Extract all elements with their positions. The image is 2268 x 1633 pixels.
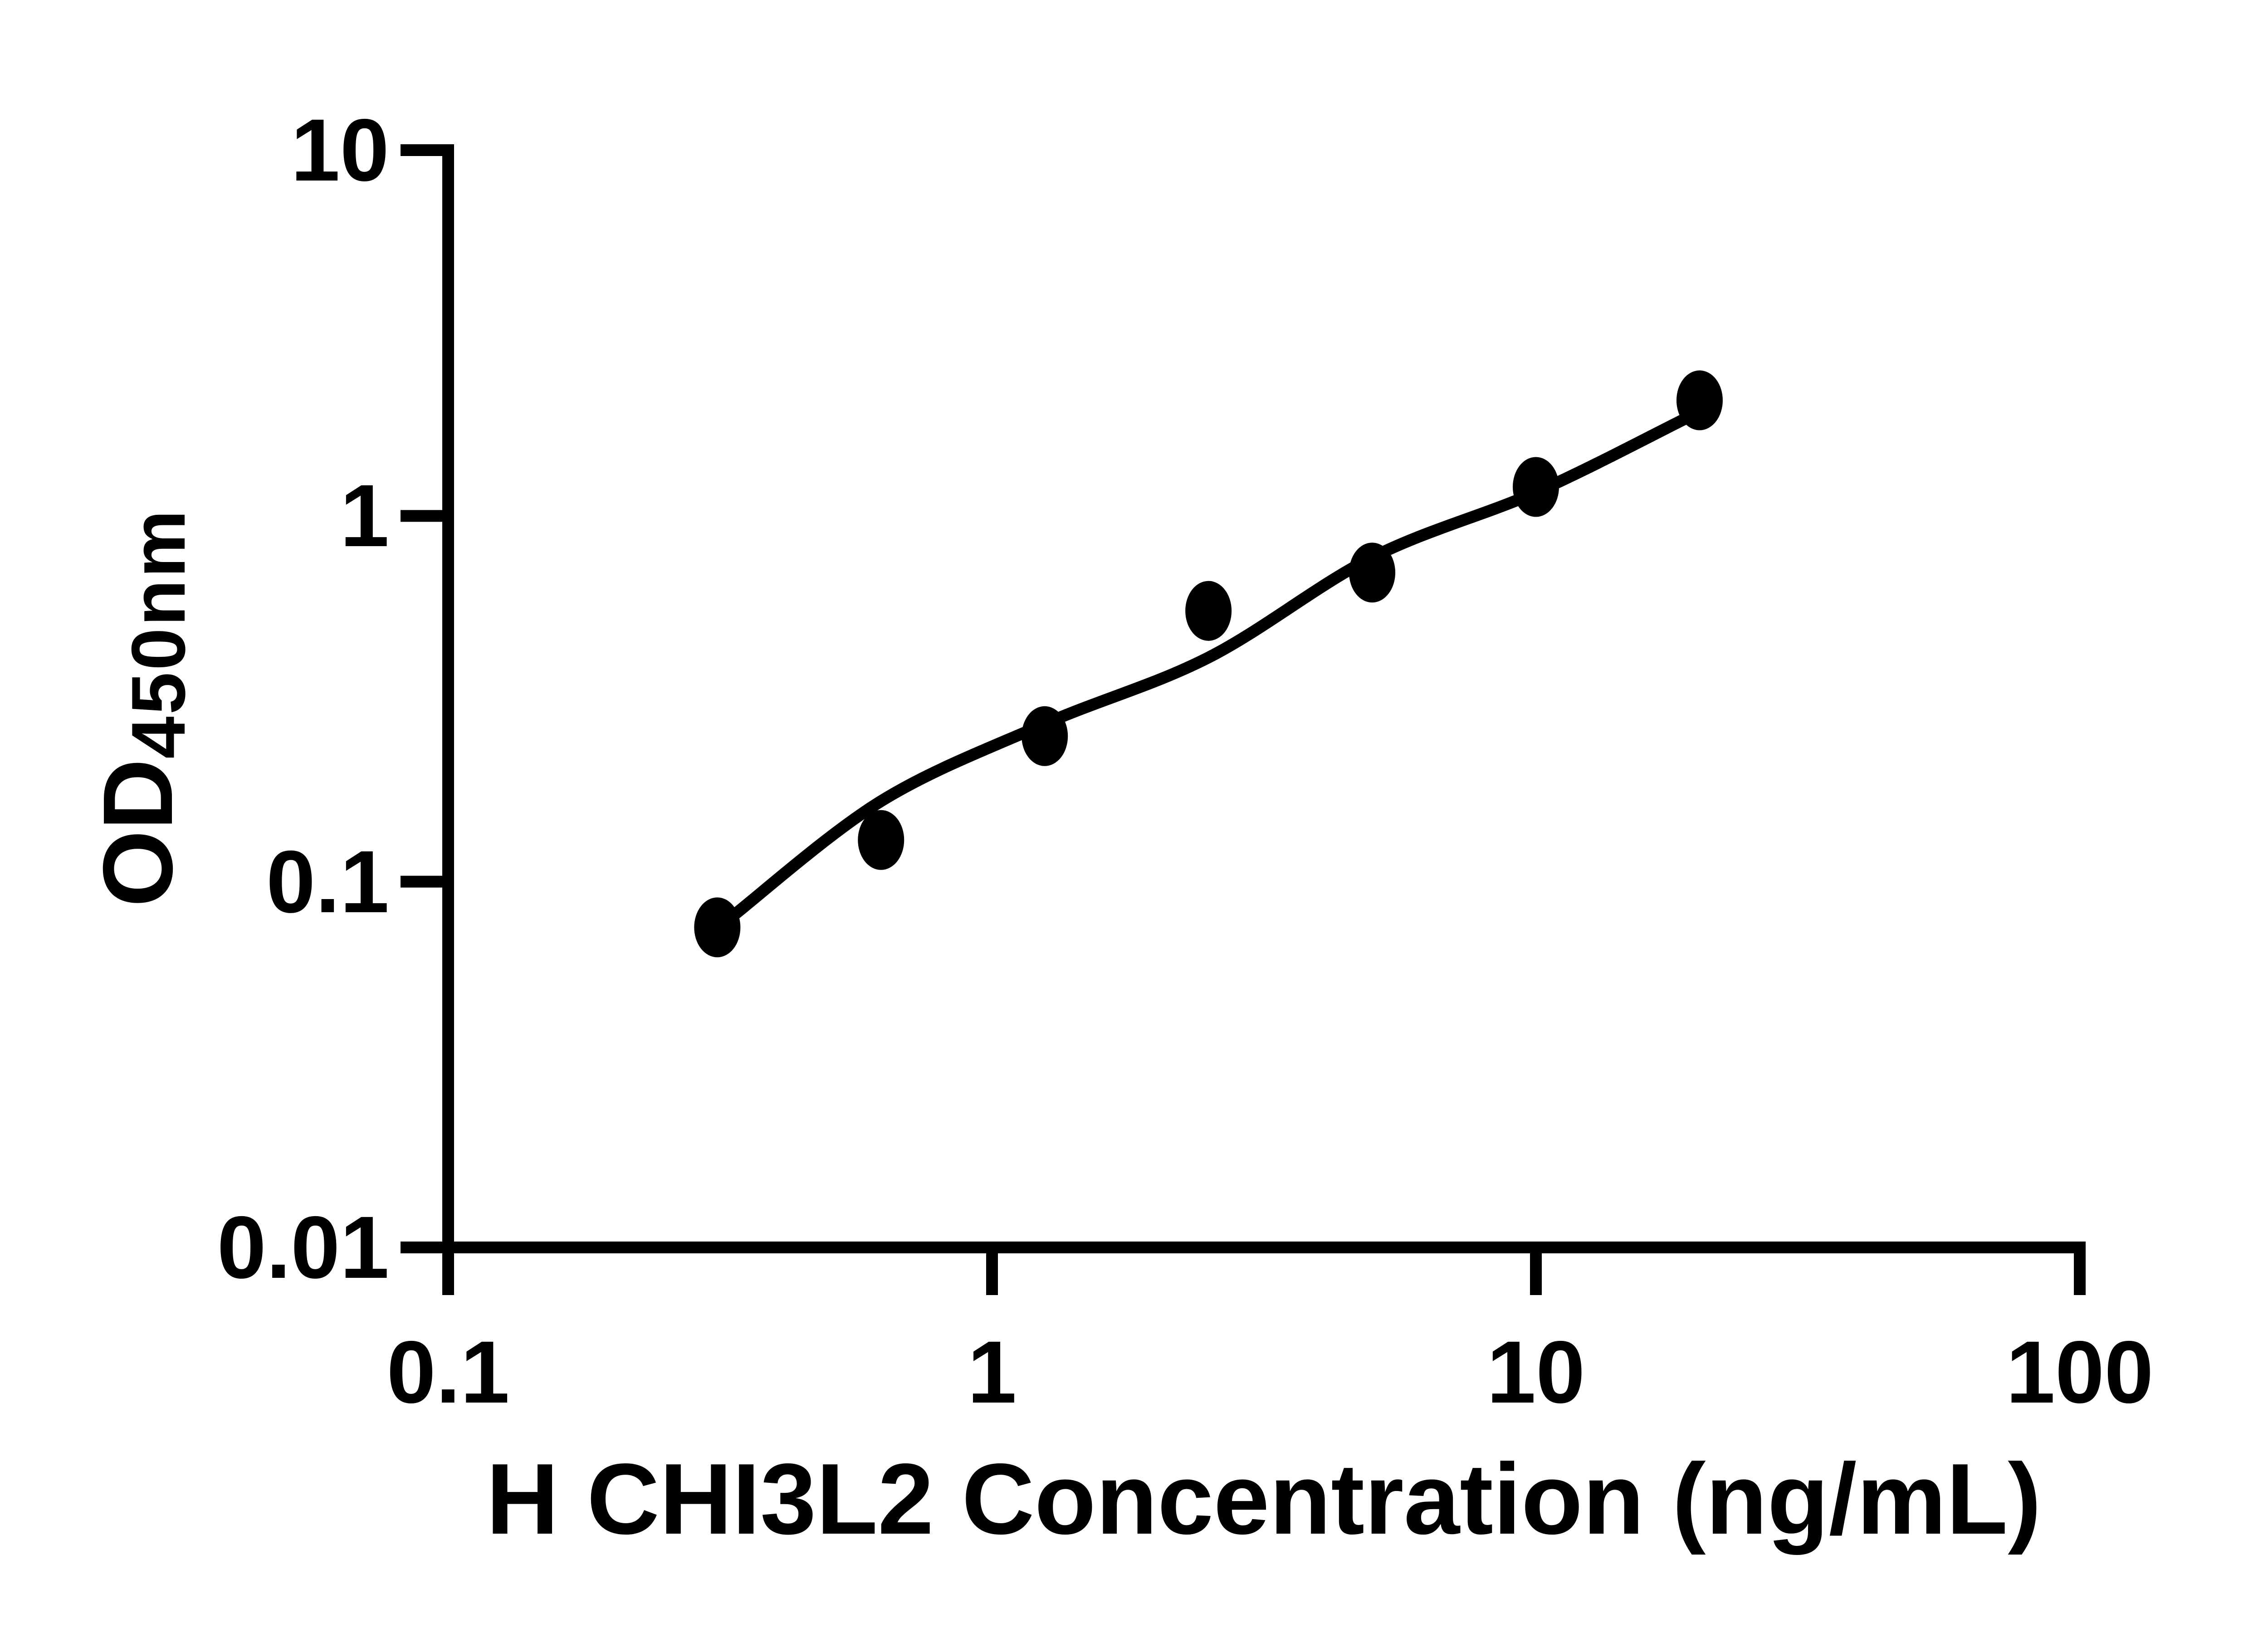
data-point-marker <box>858 810 904 870</box>
y-tick-label-0.1: 0.1 <box>266 832 389 931</box>
data-point-marker <box>694 897 741 958</box>
x-tick-label-1: 1 <box>967 1323 1017 1422</box>
y-tick-label-10: 10 <box>291 101 389 200</box>
data-point-marker <box>1513 457 1559 517</box>
y-tick-label-1: 1 <box>340 466 389 566</box>
x-axis-title: H CHI3L2 Concentration (ng/mL) <box>486 1443 2042 1555</box>
x-tick-label-100: 100 <box>2006 1323 2154 1422</box>
data-point-marker <box>1676 370 1723 430</box>
data-point-marker <box>1185 581 1232 641</box>
x-tick-label-10: 10 <box>1486 1323 1585 1422</box>
x-tick-label-0.1: 0.1 <box>386 1323 510 1422</box>
data-point-marker <box>1022 706 1068 766</box>
data-point-marker <box>1349 543 1396 603</box>
y-tick-label-0.01: 0.01 <box>217 1198 389 1297</box>
